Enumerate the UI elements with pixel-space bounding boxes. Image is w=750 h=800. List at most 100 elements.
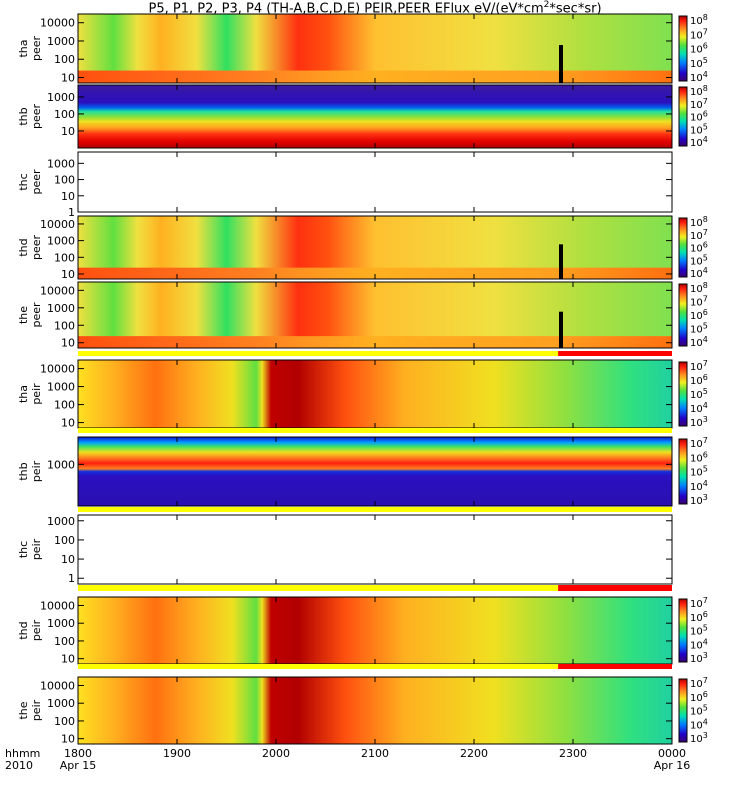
colorbar-tick-label: 106 bbox=[690, 450, 708, 464]
y-tick-label: 100 bbox=[54, 534, 75, 547]
y-tick-label: 100 bbox=[54, 399, 75, 412]
colorbar-tick-label: 108 bbox=[690, 84, 708, 98]
y-tick-label: 1000 bbox=[47, 235, 75, 248]
colorbar-tick-label: 104 bbox=[690, 266, 708, 280]
figure-title-tail: *sec*sr) bbox=[549, 1, 602, 17]
colorbar-tick-label: 105 bbox=[690, 624, 708, 638]
colorbar-tick-label: 107 bbox=[690, 295, 708, 309]
colorbar-tick-label: 106 bbox=[690, 241, 708, 255]
panel-thd_peir-ylabel-instrument: peir bbox=[30, 619, 43, 641]
panel-thb_peer-spectrogram bbox=[78, 85, 672, 148]
y-tick-label: 10 bbox=[61, 733, 75, 746]
colorbar-tick-label: 107 bbox=[690, 596, 708, 610]
y-tick-label: 1000 bbox=[47, 302, 75, 315]
panel-tha_peir-ylabel-probe: tha bbox=[17, 385, 30, 403]
x-date-label: Apr 15 bbox=[60, 759, 97, 772]
y-tick-label: 10000 bbox=[40, 363, 75, 376]
panel-tha_peir-colorbar bbox=[678, 361, 688, 427]
panel-thc_peir-ylabel-probe: thc bbox=[17, 541, 30, 558]
y-tick-label: 10000 bbox=[40, 218, 75, 231]
colorbar-tick-label: 104 bbox=[690, 637, 708, 651]
panel-the_peir-ylabel-probe: the bbox=[17, 701, 30, 719]
panel-thd_peir-quality-bar bbox=[78, 585, 672, 591]
panel-thd_peer-low-energy-band bbox=[78, 267, 672, 279]
panel-tha_peir-quality-bar bbox=[78, 351, 672, 356]
colorbar-tick-label: 106 bbox=[690, 308, 708, 322]
colorbar-tick-label: 106 bbox=[690, 610, 708, 624]
colorbar-tick-label: 108 bbox=[690, 13, 708, 27]
panel-thd_peer-ylabel-instrument: peer bbox=[30, 235, 43, 261]
panel-the_peer-data-gap bbox=[559, 311, 563, 348]
colorbar-tick-label: 107 bbox=[690, 359, 708, 373]
panel-thc_peir-quality-bar bbox=[78, 507, 672, 512]
panel-the_peir-spectrogram bbox=[78, 677, 672, 744]
panel-thb_peer-colorbar bbox=[678, 86, 688, 147]
panel-thb_peer-ylabel-instrument: peer bbox=[30, 104, 43, 130]
panel-the_peer-ylabel-instrument: peer bbox=[30, 302, 43, 328]
x-tick-label: 1800 bbox=[64, 747, 92, 760]
panel-thd_peer-colorbar bbox=[678, 217, 688, 278]
y-tick-label: 100 bbox=[54, 715, 75, 728]
panel-tha_peer-ylabel-probe: tha bbox=[17, 39, 30, 57]
y-tick-label: 10 bbox=[61, 337, 75, 350]
x-tick-label: 1900 bbox=[163, 747, 191, 760]
y-tick-label: 100 bbox=[54, 635, 75, 648]
y-tick-label: 10 bbox=[61, 417, 75, 430]
y-tick-label: 1000 bbox=[47, 458, 75, 471]
colorbar-tick-label: 103 bbox=[690, 415, 708, 429]
y-tick-label: 10000 bbox=[40, 599, 75, 612]
y-tick-label: 10000 bbox=[40, 679, 75, 692]
panel-thd_peer-data-gap bbox=[559, 244, 563, 279]
panel-thb_peer-ylabel-probe: thb bbox=[17, 107, 30, 125]
colorbar-tick-label: 106 bbox=[690, 690, 708, 704]
colorbar-tick-label: 104 bbox=[690, 401, 708, 415]
panel-tha_peer-data-gap bbox=[559, 45, 563, 83]
colorbar-tick-label: 104 bbox=[690, 479, 708, 493]
panel-thb_peir-colorbar bbox=[678, 438, 688, 505]
panel-the_peer-colorbar bbox=[678, 283, 688, 347]
panel-thc_peir-ylabel-instrument: peir bbox=[30, 538, 43, 560]
panel-thc_peer-ylabel-instrument: peer bbox=[30, 169, 43, 195]
panel-thc_peir-frame bbox=[77, 514, 673, 585]
x-axis-label-year: 2010 bbox=[5, 759, 33, 772]
colorbar-tick-label: 107 bbox=[690, 228, 708, 242]
x-tick-label: 0000 bbox=[658, 747, 686, 760]
panel-tha_peer-ylabel-instrument: peer bbox=[30, 36, 43, 62]
figure-title-sup: 2 bbox=[543, 0, 550, 10]
y-tick-label: 10 bbox=[61, 125, 75, 138]
panel-the_peir-quality-bar-flag bbox=[558, 664, 672, 669]
y-tick-label: 1000 bbox=[47, 35, 75, 48]
y-tick-label: 100 bbox=[54, 53, 75, 66]
colorbar-tick-label: 104 bbox=[690, 717, 708, 731]
colorbar-tick-label: 103 bbox=[690, 731, 708, 745]
colorbar-tick-label: 107 bbox=[690, 97, 708, 111]
x-tick-label: 2300 bbox=[559, 747, 587, 760]
y-tick-label: 1000 bbox=[47, 515, 75, 528]
panel-thd_peer-ylabel-probe: thd bbox=[17, 238, 30, 256]
y-tick-label: 1 bbox=[68, 206, 75, 219]
y-tick-label: 10000 bbox=[40, 17, 75, 30]
colorbar-tick-label: 106 bbox=[690, 373, 708, 387]
panel-thc_peer-ylabel-probe: thc bbox=[17, 173, 30, 190]
y-tick-label: 1 bbox=[68, 572, 75, 585]
figure-title: P5, P1, P2, P3, P4 (TH-A,B,C,D,E) PEIR,P… bbox=[0, 0, 750, 16]
panel-the_peer-ylabel-probe: the bbox=[17, 306, 30, 324]
colorbar-tick-label: 105 bbox=[690, 253, 708, 267]
panel-thb_peir-ylabel-instrument: peir bbox=[30, 460, 43, 482]
x-tick-label: 2100 bbox=[361, 747, 389, 760]
x-date-label: Apr 16 bbox=[654, 759, 691, 772]
colorbar-tick-label: 103 bbox=[690, 651, 708, 665]
colorbar-tick-label: 106 bbox=[690, 42, 708, 56]
x-axis-label-format: hhmm bbox=[5, 747, 40, 760]
colorbar-tick-label: 106 bbox=[690, 110, 708, 124]
panel-tha_peir-quality-bar-flag bbox=[558, 351, 672, 356]
panel-thd_peir-colorbar bbox=[678, 598, 688, 663]
y-tick-label: 10000 bbox=[40, 284, 75, 297]
panel-the_peer-low-energy-band bbox=[78, 336, 672, 348]
